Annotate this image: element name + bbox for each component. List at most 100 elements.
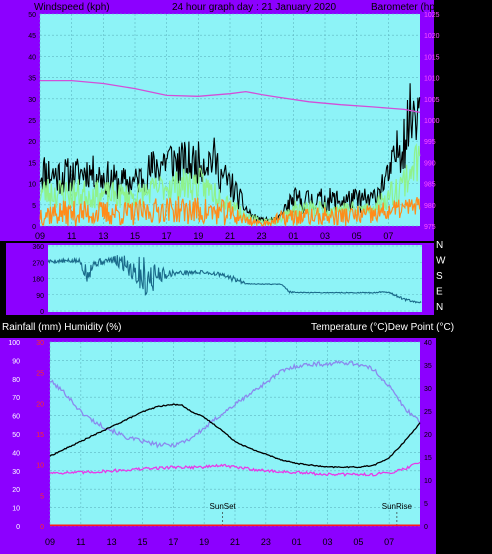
rain-y-tick-label: 5 [40,493,44,500]
wind-x-tick-label: 23 [257,231,267,241]
temp-y-tick-label: 40 [424,340,432,347]
temp-series-group [49,359,421,527]
wind-orange-line [39,196,421,228]
barometer-y-tick-label: 1015 [424,54,440,61]
wind-title: 24 hour graph day : 21 January 2020 [172,2,336,13]
dir-series-group [47,255,422,304]
temp-y-axis-right: 0 5 10 15 20 25 30 35 40 [424,340,432,531]
compass-label: N [436,240,443,251]
annotation-label: SunSet [210,502,237,511]
barometer-y-tick-label: 1025 [424,12,440,19]
temp-y-tick-label: 15 [424,455,432,462]
humidity-y-tick-label: 20 [12,487,20,494]
wind-ylabel-right: Barometer (hpa) [371,2,444,13]
temp-ylabel-left: Rainfall (mm) Humidity (%) [2,322,121,333]
temp-x-tick-label: 03 [322,537,332,547]
humidity-line [49,461,421,477]
wind-x-tick-label: 01 [288,231,298,241]
wind-y-tick-label: 10 [28,182,36,189]
wind-y-tick-label: 25 [28,118,36,125]
wind-x-tick-label: 03 [320,231,330,241]
temp-x-tick-label: 17 [168,537,178,547]
rain-y-tick-label: 30 [36,340,44,347]
barometer-y-tick-label: 1000 [424,118,440,125]
temp-y-tick-label: 0 [424,524,428,531]
temp-x-tick-label: 15 [137,537,147,547]
wind-y-axis-right: 975 980 985 990 995 1000 1005 1010 1015 1020 1025 [424,12,440,231]
barometer-y-tick-label: 975 [424,224,436,231]
wind-y-tick-label: 40 [28,54,36,61]
temp-grid [49,341,420,527]
humidity-y-tick-label: 10 [12,506,20,513]
rain-y-tick-label: 20 [36,401,44,408]
temp-y-axis-rain: 0 5 10 15 20 25 30 [36,340,44,531]
dir-y-tick-label: 360 [32,244,44,251]
temp-x-axis: 11 13 15 17 19 21 23 01 03 05 07 09 [45,537,394,547]
wind-y-tick-label: 45 [28,33,36,40]
wind-gust-line [39,83,421,223]
temp-y-tick-label: 25 [424,409,432,416]
temp-y-tick-label: 5 [424,501,428,508]
compass-label: N [436,302,443,313]
temp-x-tick-label: 01 [292,537,302,547]
rain-y-tick-label: 0 [40,524,44,531]
wind-x-tick-label: 05 [352,231,362,241]
temp-x-tick-label: 19 [199,537,209,547]
barometer-y-tick-label: 980 [424,203,436,210]
wind-y-tick-label: 0 [32,224,36,231]
wind-y-tick-label: 50 [28,12,36,19]
humidity-y-tick-label: 100 [8,340,20,347]
humidity-y-tick-label: 40 [12,450,20,457]
temp-x-tick-label: 09 [45,537,55,547]
humidity-y-tick-label: 80 [12,377,20,384]
barometer-y-tick-label: 985 [424,182,436,189]
temp-x-tick-label: 07 [384,537,394,547]
humidity-y-tick-label: 50 [12,432,20,439]
wind-x-tick-label: 07 [383,231,393,241]
humidity-y-tick-label: 0 [16,524,20,531]
humidity-y-tick-label: 90 [12,358,20,365]
rain-y-tick-label: 10 [36,463,44,470]
wind-x-tick-label: 13 [98,231,108,241]
compass-label: S [436,271,443,282]
temp-y-axis-left: 0 10 20 30 40 50 60 70 80 90 100 [8,340,20,531]
temp-y-tick-label: 30 [424,386,432,393]
dewpoint-line [49,403,421,469]
barometer-y-tick-label: 1005 [424,97,440,104]
wind-x-tick-label: 11 [67,231,76,241]
dir-y-axis-left: 360 270 180 90 0 [32,244,44,316]
temp-x-tick-label: 11 [76,537,85,547]
temp-y-tick-label: 35 [424,363,432,370]
temp-x-tick-label: 23 [261,537,271,547]
barometer-line [40,79,421,114]
humidity-y-tick-label: 70 [12,395,20,402]
wind-x-tick-label: 21 [225,231,235,241]
wind-x-tick-label: 19 [193,231,203,241]
wind-x-axis: 11 13 15 17 19 21 23 01 03 05 07 09 [35,231,393,241]
dir-y-tick-label: 180 [32,277,44,284]
dir-y-tick-label: 0 [40,309,44,316]
wind-series-group [39,79,421,228]
temp-annotations: SunSet SunRise [210,502,413,526]
wind-direction-line [47,255,422,304]
temp-y-tick-label: 20 [424,432,432,439]
wind-y-tick-label: 30 [28,97,36,104]
barometer-y-tick-label: 995 [424,139,436,146]
temp-x-tick-label: 05 [353,537,363,547]
wind-ylabel-left: Windspeed (kph) [34,2,110,13]
dir-y-tick-label: 90 [36,293,44,300]
compass-label: W [436,256,446,267]
annotation-label: SunRise [382,502,413,511]
temp-ylabel-right: Temperature (°C)Dew Point (°C) [311,322,454,333]
wind-x-tick-label: 15 [130,231,140,241]
temp-x-tick-label: 13 [107,537,117,547]
wind-x-tick-label: 17 [162,231,172,241]
wind-x-tick-label: 09 [35,231,45,241]
wind-y-tick-label: 5 [32,203,36,210]
temp-x-tick-label: 21 [230,537,240,547]
wind-y-axis-left: 0 5 10 15 20 25 30 35 40 45 50 [28,12,36,231]
compass-label: E [436,287,443,298]
humidity-y-tick-label: 30 [12,469,20,476]
